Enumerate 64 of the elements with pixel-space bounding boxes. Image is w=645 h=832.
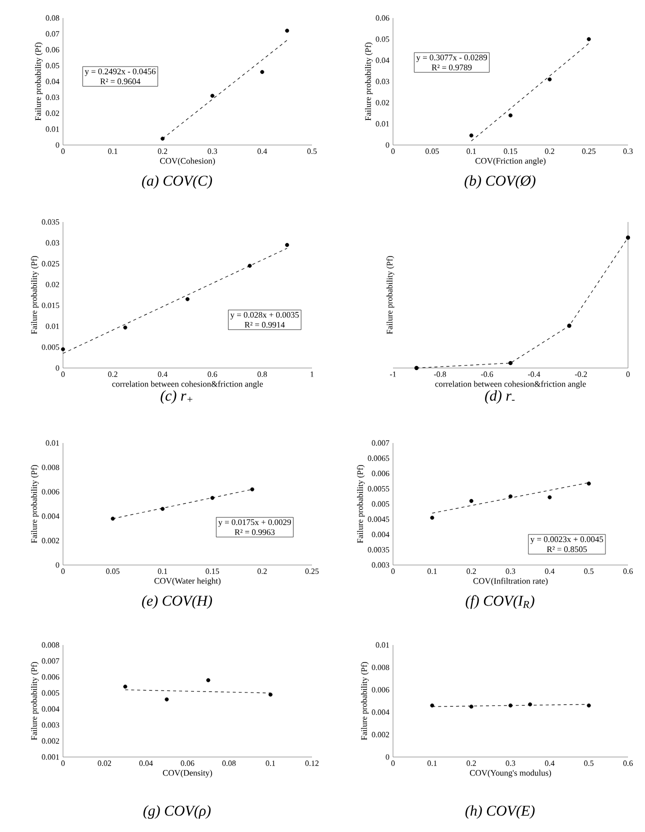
point [210,94,214,98]
point [469,498,474,503]
point [248,264,252,268]
annotation: y = 0.2492x - 0.0456 [84,68,156,76]
x-axis-title: correlation between cohesion&friction angle [435,380,586,389]
point [508,360,513,366]
point [567,324,572,328]
point [414,366,419,370]
point [268,692,272,697]
annotation: y = 0.0175x + 0.0029 [218,519,291,527]
point [548,495,552,500]
point [548,77,552,82]
text: (g) COV(ρ) [143,805,211,819]
y-axis-title: Failure probability (Pf) [30,662,39,740]
y-axis-title: Failure probability (Pf) [34,42,43,121]
y-axis-title: Failure probability (Pf) [386,256,394,334]
annotation: R² = 0.9789 [432,64,472,70]
text: (h) COV(E) [465,805,535,819]
text: (d) r$_{-}$ [485,390,515,404]
point [508,494,512,498]
x-axis-title: COV(Friction angle) [475,158,546,166]
annotation: y = 0.0023x + 0.0045 [530,536,604,544]
x-axis-title: COV(Cohesion) [160,158,215,166]
point [123,326,128,330]
annotation: R² = 0.9963 [234,529,275,536]
point [206,678,210,682]
point [586,37,591,42]
point [469,133,474,138]
x-axis-title: COV(Density) [162,770,212,778]
text: (a) COV(C) [142,175,212,189]
y-axis-title: Failure probability (Pf) [30,256,39,334]
point [164,697,169,702]
y-axis-title: Failure probability (Pf) [364,42,373,121]
point [430,516,434,520]
point [61,347,65,352]
point [285,28,290,33]
text: (c) r$_{+}$ [160,390,192,404]
annotation: R² = 0.9604 [100,78,140,84]
point [626,236,630,240]
point [210,496,214,500]
x-axis-title: COV(Water height) [154,578,221,586]
point [186,297,190,302]
text: (b) COV(Ø) [464,175,536,189]
point [160,506,165,511]
point [586,482,591,486]
annotation: y = 0.028x + 0.0035 [230,312,299,320]
annotation: R² = 0.9914 [244,322,285,328]
point [250,487,254,492]
y-axis-title: Failure probability (Pf) [30,465,39,544]
point [123,684,128,689]
point [260,70,264,74]
x-axis-title: COV(Infiltration rate) [473,578,548,586]
point [110,516,115,521]
point [160,136,165,141]
y-axis-title: Failure probability (Pf) [356,465,365,544]
text: (f) COV(I$_{R}$) [466,595,534,609]
annotation: y = 0.3077x - 0.0289 [416,54,487,62]
x-axis-title: COV(Young's modulus) [470,770,552,778]
y-axis-title: Failure probability (Pf) [360,662,369,740]
annotation: R² = 0.8505 [546,546,587,552]
text: (e) COV(H) [142,595,212,609]
x-axis-title: correlation between cohesion&friction angle [112,380,263,389]
point [508,113,512,118]
point [285,242,290,247]
